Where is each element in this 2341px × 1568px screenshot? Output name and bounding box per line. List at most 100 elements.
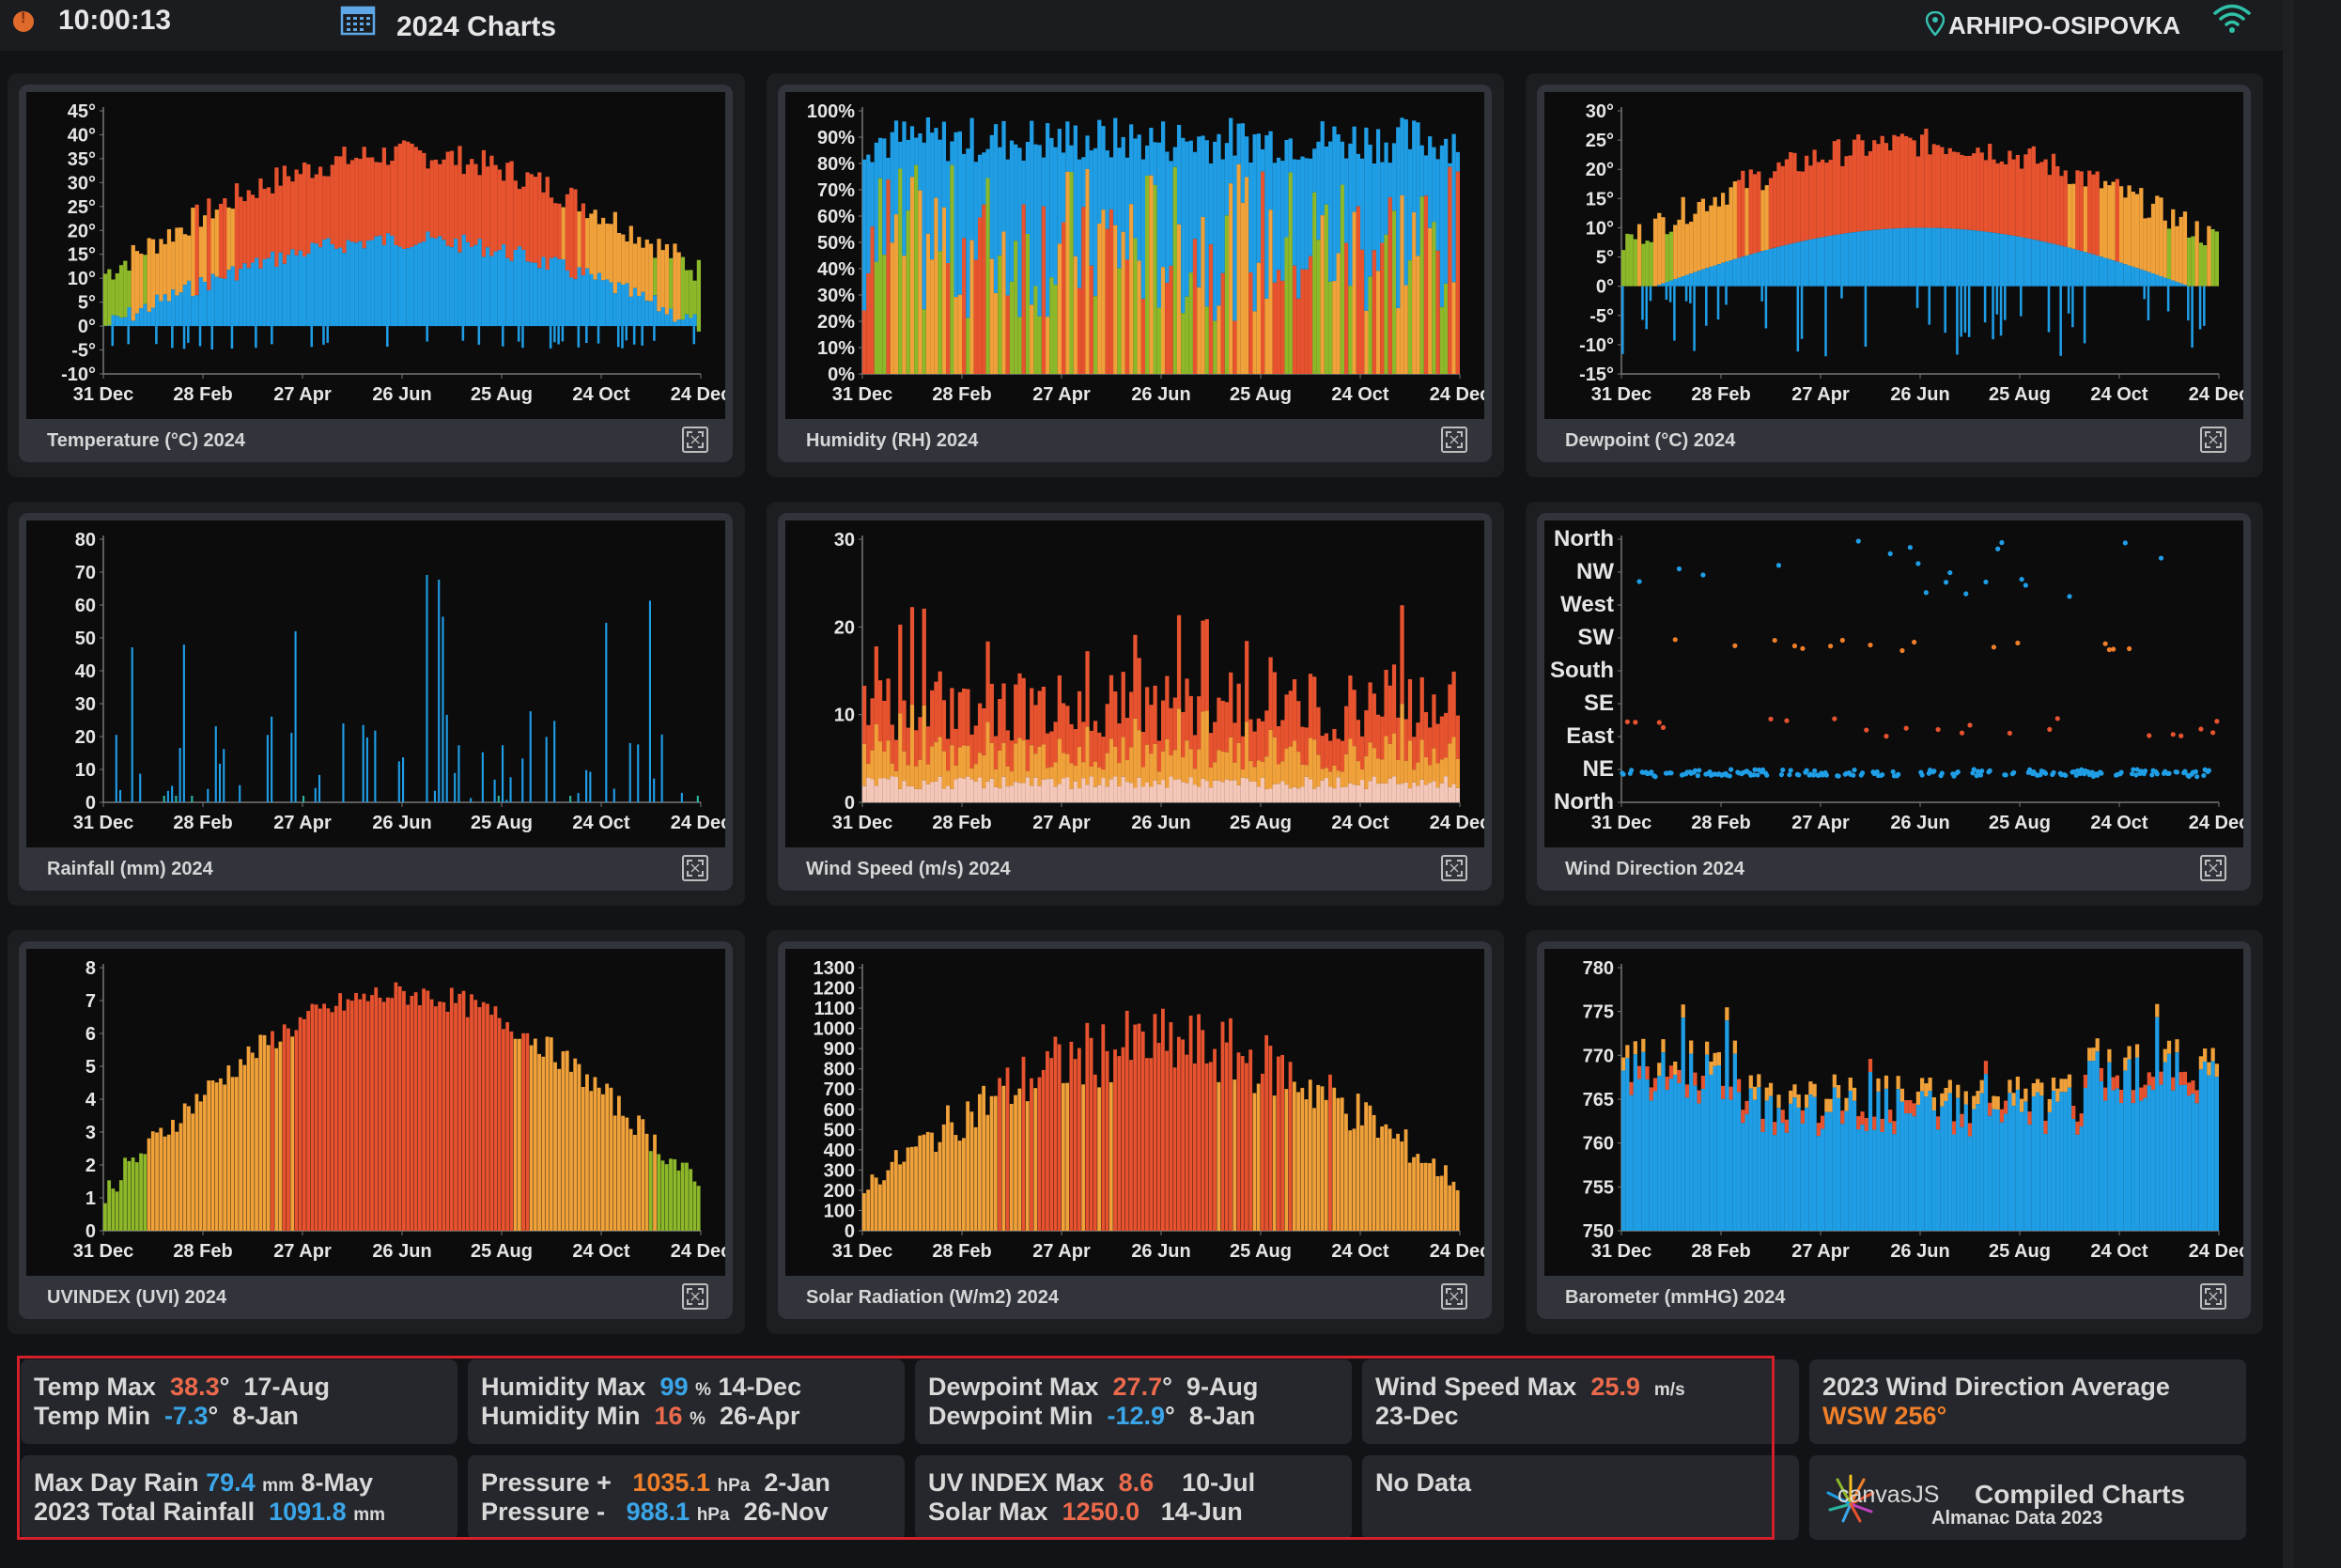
rainfall-series bbox=[115, 574, 699, 802]
solar-y-tick: 900 bbox=[824, 1039, 855, 1060]
barometer-expand-icon[interactable] bbox=[2200, 1283, 2226, 1310]
windspeed-y-tick: 30 bbox=[834, 530, 855, 551]
solar-y-tick: 100 bbox=[824, 1201, 855, 1221]
solar-x-tick: 27 Apr bbox=[1032, 1241, 1091, 1262]
rainfall-x-tick: 31 Dec bbox=[73, 813, 134, 833]
windspeed-x-tick: 24 Oct bbox=[1331, 813, 1388, 833]
solar-y-tick: 1200 bbox=[814, 979, 856, 1000]
winddirection-expand-icon[interactable] bbox=[2200, 855, 2226, 881]
rain-total-value: 1091.8 bbox=[269, 1498, 347, 1526]
pressure-max-date: 2-Jan bbox=[764, 1468, 830, 1497]
dewpoint-x-tick: 26 Jun bbox=[1890, 384, 1949, 405]
uv-max-label: UV INDEX Max bbox=[928, 1468, 1105, 1497]
solar-expand-icon[interactable] bbox=[1441, 1283, 1467, 1310]
solar-max-value: 1250.0 bbox=[1062, 1498, 1140, 1526]
calendar-icon[interactable] bbox=[340, 4, 376, 36]
barometer-chart[interactable]: 780 775 770 765 760 755 750 31 Dec 28 Feb 27 Apr 2… bbox=[1544, 949, 2243, 1276]
wind-max-value: 25.9 bbox=[1590, 1373, 1640, 1401]
solar-chart[interactable]: 1300 1200 1100 1000 900 800 700 600 500 400 300 200… bbox=[785, 949, 1484, 1276]
humidity-x-tick: 24 Dec bbox=[1430, 384, 1484, 405]
uvindex-expand-icon[interactable] bbox=[682, 1283, 708, 1310]
temperature-y-tick: 40° bbox=[68, 125, 96, 146]
pressure-max-value: 1035.1 bbox=[632, 1468, 710, 1497]
solar-card-frame: 1300 1200 1100 1000 900 800 700 600 500 400 300 200… bbox=[767, 930, 1504, 1334]
rainfall-y-tick: 40 bbox=[75, 661, 96, 682]
windspeed-expand-icon[interactable] bbox=[1441, 855, 1467, 881]
dewpoint-max-unit: ° bbox=[1162, 1373, 1172, 1401]
barometer-caption: Barometer (mmHG) 2024 bbox=[1565, 1287, 1786, 1308]
windspeed-chart[interactable]: 30 20 10 0 31 Dec 28 Feb 27 Apr 26 Jun 25 Aug 24 … bbox=[785, 520, 1484, 847]
humidity-chart[interactable]: 100% 90% 80% 70% 60% 50% 40% 30% 20% 10% 0% 31 Dec 2… bbox=[785, 92, 1484, 419]
page-title: 2024 Charts bbox=[396, 11, 557, 42]
pressure-min-value: 988.1 bbox=[626, 1498, 690, 1526]
humidity-max-label: Humidity Max bbox=[481, 1373, 646, 1401]
dewpoint-x-tick: 28 Feb bbox=[1691, 384, 1750, 405]
humidity-y-tick: 90% bbox=[817, 128, 855, 148]
barometer-x-tick: 26 Jun bbox=[1890, 1241, 1949, 1262]
solar-y-tick: 800 bbox=[824, 1060, 855, 1080]
dewpoint-y-tick: 20° bbox=[1586, 160, 1614, 180]
dewpoint-min-value: -12.9 bbox=[1107, 1402, 1166, 1430]
dewpoint-x-tick: 24 Oct bbox=[2090, 384, 2147, 405]
dewpoint-y-tick: 25° bbox=[1586, 131, 1614, 151]
uvindex-chart[interactable]: 8 7 6 5 4 3 2 1 0 31 Dec 28 Feb 27 Apr 26 Jun 25 Aug 2… bbox=[26, 949, 725, 1276]
solar-max-label: Solar Max bbox=[928, 1498, 1048, 1526]
humidity-y-tick: 50% bbox=[817, 233, 855, 254]
winddirection-caption: Wind Direction 2024 bbox=[1565, 859, 1744, 879]
wind-max-label: Wind Speed Max bbox=[1375, 1373, 1577, 1401]
uvindex-y-tick: 3 bbox=[85, 1123, 96, 1143]
winddirection-x-tick: 27 Apr bbox=[1791, 813, 1850, 833]
compiled-charts-card[interactable]: canvasJS Compiled Charts Almanac Data 20… bbox=[1809, 1455, 2246, 1540]
temperature-x-tick: 24 Dec bbox=[671, 384, 725, 405]
barometer-y-tick: 765 bbox=[1583, 1090, 1614, 1110]
rainfall-x-tick: 24 Dec bbox=[671, 813, 725, 833]
alert-dot-icon[interactable] bbox=[13, 10, 34, 32]
uvindex-chart-svg: 8 7 6 5 4 3 2 1 031 Dec 28 Feb 27 Apr 26 Jun 25 Aug 2… bbox=[73, 958, 725, 1262]
temperature-x-tick: 24 Oct bbox=[572, 384, 629, 405]
wind-direction-average-title: 2023 Wind Direction Average bbox=[1822, 1373, 2170, 1401]
barometer-x-tick: 25 Aug bbox=[1989, 1241, 2051, 1262]
winddirection-y-tick: SW bbox=[1577, 625, 1614, 650]
winddirection-y-tick: NE bbox=[1583, 756, 1614, 782]
barometer-card: 780 775 770 765 760 755 750 31 Dec 28 Feb 27 Apr 2… bbox=[1537, 941, 2251, 1319]
rainfall-y-tick: 20 bbox=[75, 727, 96, 748]
solar-y-tick: 0 bbox=[845, 1221, 855, 1242]
dewpoint-expand-icon[interactable] bbox=[2200, 427, 2226, 453]
pressure-stat-card: Pressure + 1035.1 hPa 2-Jan Pressure - 9… bbox=[468, 1455, 905, 1540]
winddirection-chart[interactable]: North NW West SW South SE East NE North 31 Dec 28 … bbox=[1544, 520, 2243, 847]
humidity-expand-icon[interactable] bbox=[1441, 427, 1467, 453]
dewpoint-series bbox=[1621, 128, 2219, 357]
barometer-series bbox=[1621, 1003, 2219, 1231]
dewpoint-x-tick: 31 Dec bbox=[1591, 384, 1652, 405]
humidity-min-unit: % bbox=[690, 1409, 705, 1429]
humidity-chart-svg: 100% 90% 80% 70% 60% 50% 40% 30% 20% 10% 0%31 Dec 2… bbox=[807, 101, 1484, 405]
rainfall-expand-icon[interactable] bbox=[682, 855, 708, 881]
temp-min-unit: ° bbox=[208, 1402, 219, 1430]
temp-min-label: Temp Min bbox=[34, 1402, 150, 1430]
temperature-y-tick: -10° bbox=[61, 365, 96, 385]
wifi-icon bbox=[2213, 4, 2251, 33]
temp-max-value: 38.3 bbox=[170, 1373, 220, 1401]
dewpoint-y-tick: 5° bbox=[1596, 248, 1614, 269]
rainfall-y-tick: 80 bbox=[75, 530, 96, 551]
barometer-y-tick: 775 bbox=[1583, 1002, 1614, 1023]
rainfall-chart[interactable]: 80 70 60 50 40 30 20 10 0 31 Dec 28 Feb 27 Apr 26 Ju… bbox=[26, 520, 725, 847]
wind-max-unit: m/s bbox=[1653, 1380, 1685, 1400]
temperature-chart[interactable]: 45° 40° 35° 30° 25° 20° 15° 10° 5° 0° -5° -10° 31 De… bbox=[26, 92, 725, 419]
rain-day-label: Max Day Rain bbox=[34, 1468, 199, 1497]
solar-y-tick: 1000 bbox=[814, 1019, 856, 1040]
solar-x-tick: 25 Aug bbox=[1230, 1241, 1292, 1262]
temp-min-value: -7.3 bbox=[164, 1402, 209, 1430]
humidity-caption: Humidity (RH) 2024 bbox=[806, 430, 979, 451]
humidity-y-tick: 30% bbox=[817, 286, 855, 306]
humidity-y-tick: 20% bbox=[817, 312, 855, 333]
winddirection-y-tick: West bbox=[1560, 592, 1614, 617]
temperature-expand-icon[interactable] bbox=[682, 427, 708, 453]
temperature-y-tick: 35° bbox=[68, 149, 96, 170]
winddirection-series bbox=[1620, 538, 2220, 780]
temperature-card: 45° 40° 35° 30° 25° 20° 15° 10° 5° 0° -5° -10° 31 De… bbox=[19, 85, 733, 462]
dewpoint-chart[interactable]: 30° 25° 20° 15° 10° 5° 0° -5° -10° -15° 31 Dec 28 F… bbox=[1544, 92, 2243, 419]
winddirection-x-tick: 31 Dec bbox=[1591, 813, 1652, 833]
temp-max-unit: ° bbox=[219, 1373, 230, 1401]
